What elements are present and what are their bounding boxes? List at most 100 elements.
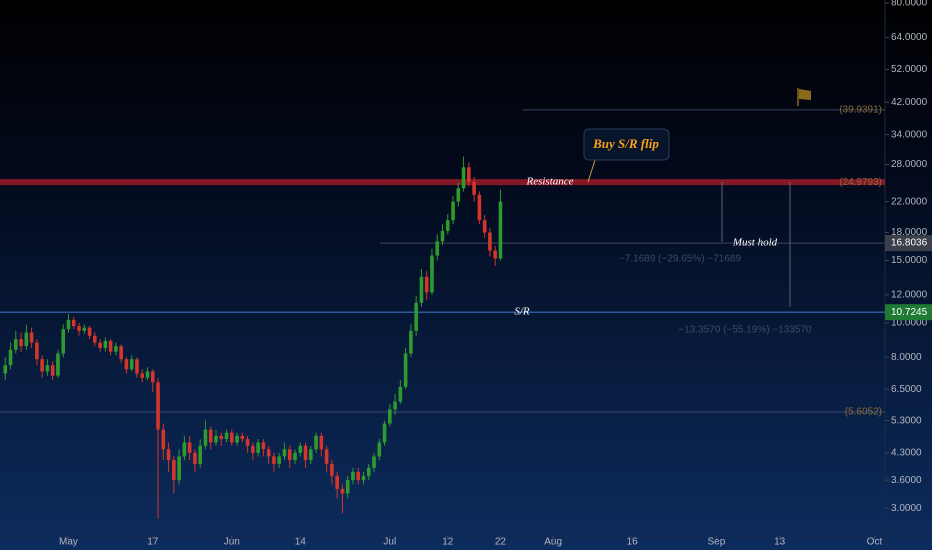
candle-body [8, 349, 13, 366]
candle-body [50, 365, 55, 376]
candle-body [251, 445, 255, 453]
candle-body [235, 435, 239, 443]
candle-body [314, 435, 318, 450]
y-tick-label: 12.0000 [891, 290, 928, 301]
level-price-label: (24.9793) [839, 177, 882, 188]
candle-body [351, 471, 355, 481]
candle-body [345, 480, 350, 494]
x-tick-label: 14 [295, 537, 307, 548]
candle-body [103, 340, 108, 348]
candle-body [430, 255, 434, 293]
y-tick-label: 6.5000 [891, 384, 922, 395]
candle-body [3, 365, 8, 374]
candle-body [98, 342, 102, 348]
x-tick-label: 12 [442, 537, 454, 548]
candle-body [340, 488, 345, 494]
candle-body [467, 167, 471, 182]
candle-body [19, 339, 23, 347]
y-tick-label: 42.0000 [891, 97, 928, 108]
candle-body [145, 371, 150, 378]
candle-body [293, 452, 297, 461]
candle-body [482, 220, 487, 233]
candle-body [361, 475, 366, 481]
candle-body [424, 276, 429, 293]
candle-body [456, 188, 461, 202]
candle-body [330, 463, 334, 476]
candle-body [414, 302, 418, 331]
x-tick-label: Jun [224, 537, 240, 548]
candle-body [172, 460, 176, 481]
candle-body [87, 327, 92, 336]
candle-body [119, 346, 123, 360]
candle-body [398, 386, 403, 402]
candle-body [93, 335, 97, 343]
candle-body [451, 201, 455, 221]
candle-body [477, 194, 482, 221]
price-tag [885, 235, 932, 252]
candle-body [277, 456, 281, 464]
y-tick-label: 8.0000 [891, 352, 922, 363]
candle-body [214, 435, 218, 443]
callout-text: Buy S/R flip [592, 136, 659, 151]
callout-box [583, 128, 670, 161]
level-text: S/R [514, 306, 530, 318]
candle-body [356, 471, 361, 481]
candle-body [108, 340, 113, 352]
candle-body [303, 445, 308, 461]
candle-body [35, 342, 39, 360]
y-tick-label: 3.0000 [891, 503, 922, 514]
y-tick-label: 15.0000 [891, 255, 928, 266]
candle-body [319, 435, 324, 450]
candle-body [298, 445, 303, 453]
candle-body [245, 439, 250, 446]
y-tick-label: 3.6000 [891, 475, 922, 486]
candle-body [129, 359, 134, 370]
candle-body [435, 241, 440, 256]
candle-body [472, 181, 476, 195]
candle-body [256, 442, 260, 453]
x-tick-label: 22 [495, 537, 507, 548]
price-tag-label: 10.7245 [891, 307, 928, 318]
candle-body [266, 449, 271, 457]
candle-body [409, 330, 413, 354]
candle-body [208, 429, 213, 443]
candle-body [161, 429, 166, 450]
level-price-label: (39.9391) [839, 105, 882, 116]
price-tag [885, 304, 932, 321]
y-tick-label: 10.0000 [891, 318, 928, 329]
candle-body [140, 373, 145, 378]
candle-body [193, 452, 197, 464]
candle-body [14, 339, 18, 350]
candle-body [419, 276, 424, 303]
candle-body [282, 449, 287, 457]
candle-body [372, 456, 376, 468]
level-price-label: (5.6052) [845, 407, 882, 418]
candle-body [488, 232, 492, 251]
x-tick-label: Sep [708, 537, 726, 548]
candle-body [156, 382, 160, 430]
y-tick-label: 64.0000 [891, 32, 928, 43]
candle-body [77, 326, 81, 331]
candle-body [166, 449, 171, 461]
candle-body [187, 442, 192, 453]
candle-body [114, 346, 118, 352]
candle-body [388, 409, 392, 424]
candle-body [177, 456, 181, 481]
candle-body [198, 445, 202, 464]
candle-body [493, 250, 497, 259]
candle-body [224, 432, 229, 440]
x-tick-label: 16 [627, 537, 639, 548]
candle-body [498, 201, 503, 259]
y-tick-label: 80.0000 [891, 0, 928, 9]
price-tag-label: 16.8036 [891, 238, 928, 249]
candle-body [366, 467, 371, 476]
y-tick-label: 52.0000 [891, 64, 928, 75]
level-text: Must hold [732, 237, 778, 249]
plot: (39.9391) (24.9793) Resistance Must hold S/R… [0, 105, 885, 519]
x-tick-label: 17 [147, 537, 159, 548]
measure-label: −13.3570 (−55.19%) −133570 [678, 325, 812, 336]
candle-body [56, 353, 60, 376]
candle-body [45, 365, 50, 372]
